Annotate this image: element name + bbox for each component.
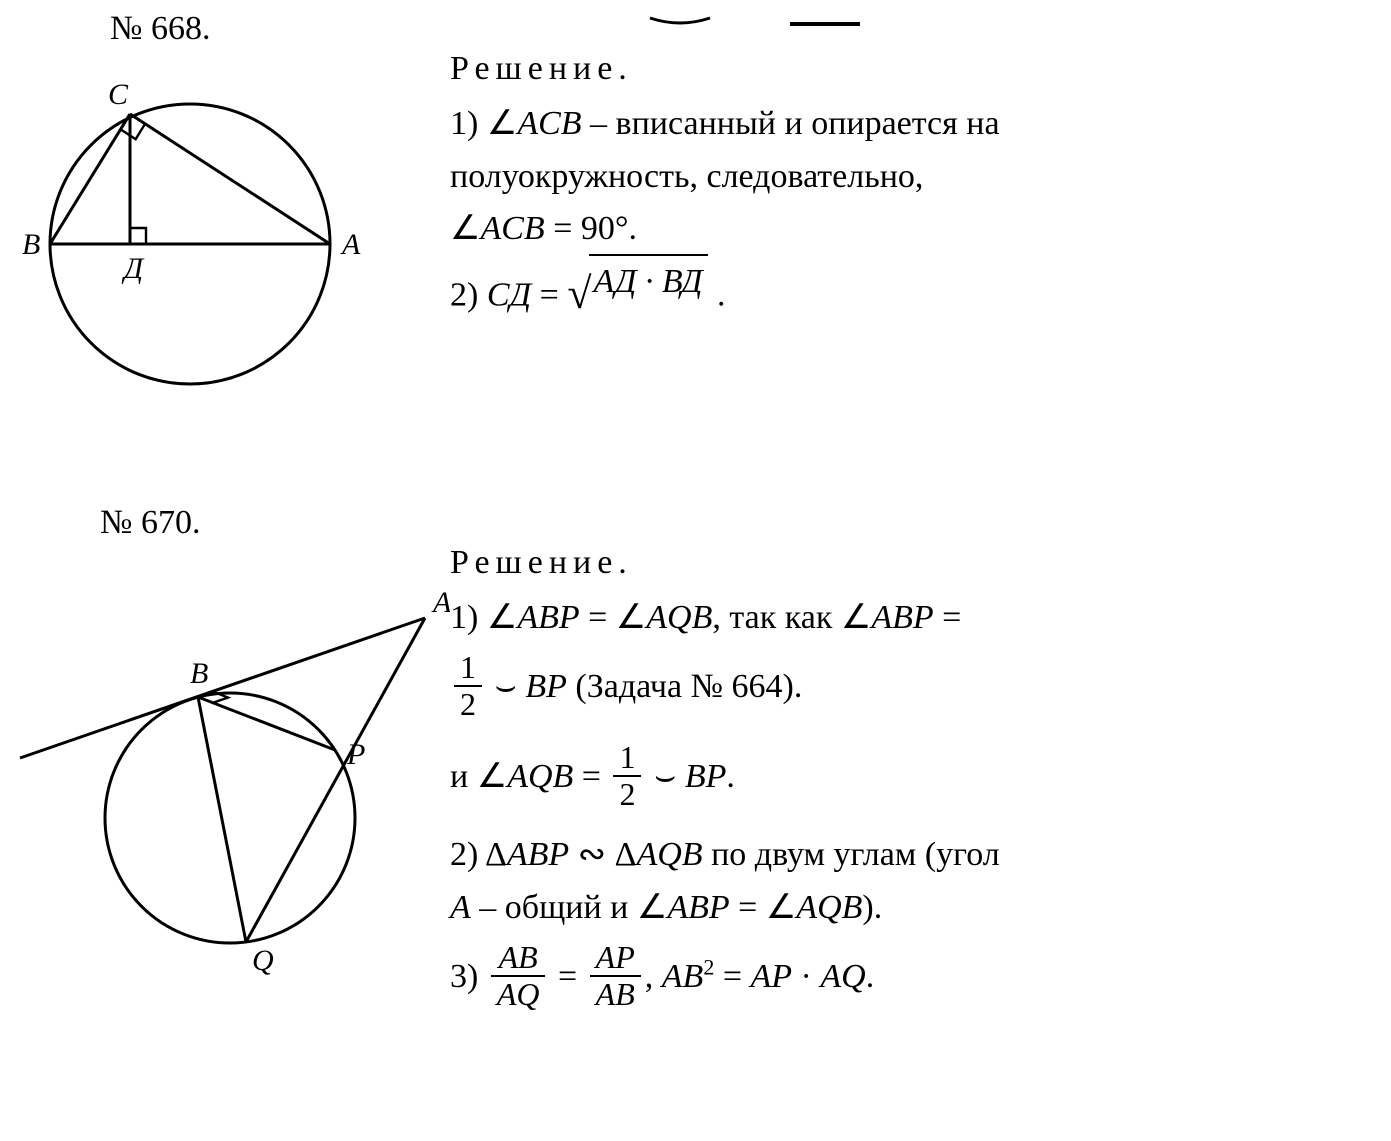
angle-abp: ABP — [667, 889, 729, 926]
figure-670: ABPQ — [10, 548, 450, 988]
p670-line5: A – общий и ∠ABP = ∠AQB). — [450, 882, 1381, 935]
text: и ∠ — [450, 758, 507, 795]
p670-line6: 3) AB AQ = AP AB , AB2 = AP · AQ. — [450, 943, 1381, 1015]
fraction-half: 1 2 — [613, 740, 641, 812]
angle-aqb: AQB — [796, 889, 862, 926]
text: 2) Δ — [450, 836, 507, 873]
exponent: 2 — [703, 954, 714, 979]
problem-670-solution: Решение. 1) ∠ABP = ∠AQB, так как ∠ABP = … — [430, 504, 1381, 1015]
ap: AP — [751, 958, 793, 995]
solution-heading-670: Решение. — [450, 544, 1381, 582]
p670-line3: и ∠AQB = 1 2 ⌣ BP. — [450, 743, 1381, 815]
text: ). — [862, 889, 882, 926]
numerator: AP — [590, 940, 641, 977]
angle-acb: ACB — [480, 210, 544, 247]
problem-668: № 668. ABCД Решение. 1) ∠ACB – вписанный… — [10, 10, 1381, 414]
denominator: 2 — [454, 687, 482, 722]
text: = ∠ — [730, 889, 797, 926]
angle-abp: ABP — [517, 599, 579, 636]
problem-668-left: № 668. ABCД — [10, 10, 430, 414]
text: 3) — [450, 958, 487, 995]
text: ∾ Δ — [569, 836, 636, 873]
text: · — [792, 958, 820, 995]
p668-line4: 2) СД = √ АД · ВД . — [450, 256, 1381, 322]
angle-aqb: AQB — [646, 599, 712, 636]
text: . — [726, 758, 735, 795]
denominator: AB — [590, 977, 641, 1012]
text: , — [645, 958, 662, 995]
text: = — [549, 958, 585, 995]
svg-text:Д: Д — [121, 252, 145, 285]
fraction-ap-ab: AP AB — [590, 940, 641, 1012]
sqrt-radicand: АД · ВД — [589, 254, 708, 309]
text: . — [866, 958, 875, 995]
numerator: AB — [491, 940, 546, 977]
p670-line2: 1 2 ⌣ BP (Задача № 664). — [450, 653, 1381, 725]
p668-line1: 1) ∠ACB – вписанный и опирается на — [450, 98, 1381, 151]
text: . — [708, 277, 725, 314]
figure-668: A B C Д — [10, 54, 390, 414]
text: 1) ∠ — [450, 599, 517, 636]
angle-acb: ACB — [517, 105, 581, 142]
vertex-a: A — [450, 889, 471, 926]
text: = — [934, 599, 962, 636]
sqrt: √ АД · ВД — [567, 256, 708, 311]
text: = — [573, 758, 609, 795]
text: = 90°. — [545, 210, 637, 247]
p670-line4: 2) ΔABP ∾ ΔAQB по двум углам (угол — [450, 829, 1381, 882]
aq: AQ — [820, 958, 865, 995]
text: ∠ — [450, 210, 480, 247]
problem-670: № 670. ABPQ Решение. 1) ∠ABP = ∠AQB, так… — [10, 504, 1381, 1015]
problem-670-left: № 670. ABPQ — [10, 504, 430, 988]
angle-abp: ABP — [871, 599, 933, 636]
problem-670-number: № 670. — [100, 504, 430, 542]
denominator: 2 — [613, 777, 641, 812]
svg-text:B: B — [190, 657, 208, 690]
text: по двум углам (угол — [703, 836, 1000, 873]
sqrt-sign: √ — [567, 276, 591, 311]
tri-abp: ABP — [507, 836, 569, 873]
text: = ∠ — [580, 599, 647, 636]
svg-text:C: C — [108, 78, 129, 111]
text: – общий и ∠ — [471, 889, 668, 926]
ab: AB — [662, 958, 704, 995]
angle-aqb: AQB — [507, 758, 573, 795]
arc-symbol: ⌣ — [486, 668, 525, 705]
arc-symbol: ⌣ — [645, 758, 684, 795]
tri-aqb: AQB — [636, 836, 702, 873]
text: = — [531, 277, 567, 314]
svg-text:Q: Q — [252, 944, 274, 977]
p668-line2: полуокружность, следовательно, — [450, 151, 1381, 204]
text: 1) ∠ — [450, 105, 517, 142]
denominator: AQ — [491, 977, 546, 1012]
p668-line3: ∠ACB = 90°. — [450, 203, 1381, 256]
problem-668-solution: Решение. 1) ∠ACB – вписанный и опирается… — [430, 10, 1381, 322]
solution-heading-668: Решение. — [450, 50, 1381, 88]
svg-text:B: B — [22, 228, 40, 261]
fraction-ab-aq: AB AQ — [491, 940, 546, 1012]
text: 2) — [450, 277, 487, 314]
p670-line1: 1) ∠ABP = ∠AQB, так как ∠ABP = — [450, 592, 1381, 645]
seg-cd: СД — [487, 277, 531, 314]
text: – вписанный и опирается на — [582, 105, 1000, 142]
svg-text:A: A — [340, 228, 361, 261]
svg-text:P: P — [346, 738, 365, 771]
arc-bp: BP — [685, 758, 727, 795]
text: , так как ∠ — [712, 599, 871, 636]
arc-bp: BP — [525, 668, 567, 705]
fraction-half: 1 2 — [454, 650, 482, 722]
numerator: 1 — [613, 740, 641, 777]
text: (Задача № 664). — [567, 668, 802, 705]
text: = — [714, 958, 750, 995]
numerator: 1 — [454, 650, 482, 687]
